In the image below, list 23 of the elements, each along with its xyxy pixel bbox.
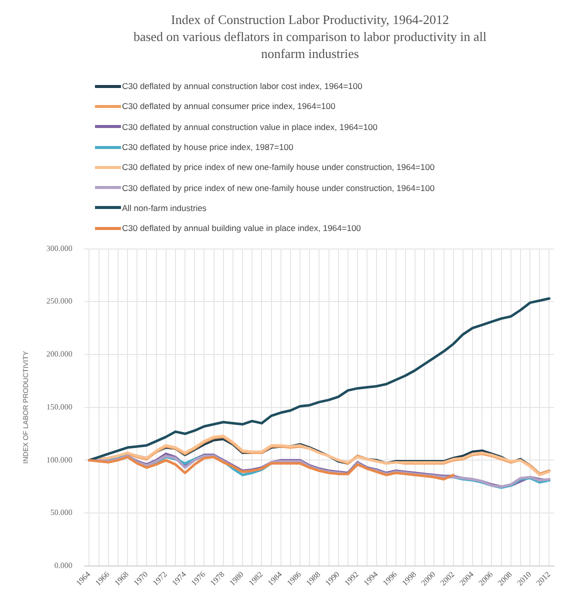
legend-label: C30 deflated by annual building value in place index, 1964=100: [122, 223, 361, 234]
legend-label: C30 deflated by annual consumer price index, 1964=100: [122, 101, 336, 112]
legend-label: C30 deflated by house price index, 1987=100: [122, 142, 294, 152]
y-tick-label: 150.000: [46, 402, 72, 412]
y-tick-label: 100.000: [46, 455, 72, 464]
chart-subtitle: based on various deflators in comparison to labor productivity in all nonfarm industries: [132, 28, 488, 62]
x-tick-label: 1972: [151, 570, 169, 588]
legend-label: C30 deflated by price index of new one-family house under construction, 1964=100: [122, 182, 435, 193]
x-tick-label: 1982: [246, 570, 265, 588]
y-tick-label: 0.000: [54, 560, 72, 570]
legend-label: C30 deflated by annual construction value in place index, 1964=100: [122, 122, 378, 132]
legend-label: All non-farm industries: [122, 202, 207, 213]
x-tick-label: 1970: [132, 570, 150, 588]
legend-label: C30 deflated by annual construction labor cost index, 1964=100: [122, 81, 362, 92]
x-tick-label: 1980: [228, 570, 246, 588]
x-tick-label: 1992: [342, 570, 360, 588]
legend-label: C30 deflated by price index of new one-family house under construction, 1964=100: [122, 162, 435, 172]
y-tick-label: 250.000: [46, 296, 72, 306]
chart-title: Index of Construction Labor Productivity, 1964-2012: [170, 12, 450, 28]
x-tick-label: 1990: [324, 570, 342, 588]
y-tick-label: 300.000: [46, 244, 72, 253]
y-tick-label: 50.000: [50, 508, 72, 518]
y-tick-label: 200.000: [46, 350, 72, 359]
